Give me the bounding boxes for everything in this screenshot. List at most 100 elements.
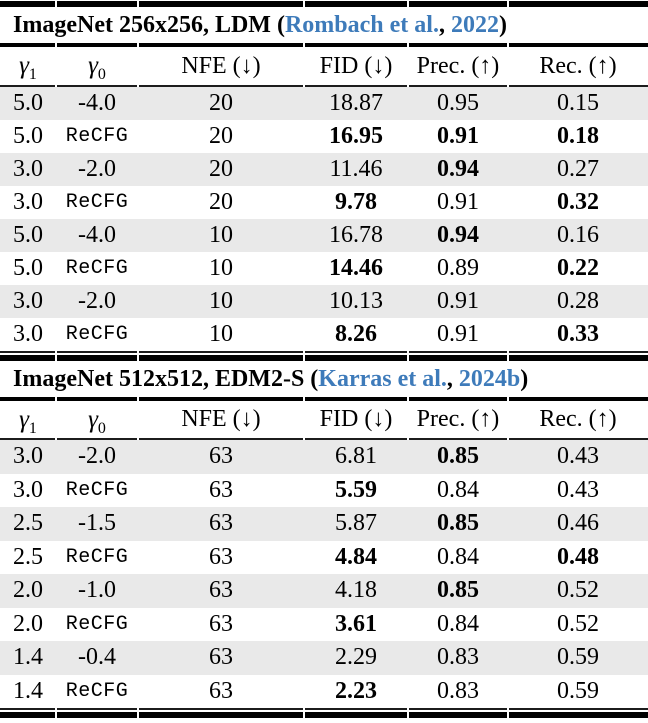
gamma0-cell: -4.0 xyxy=(78,90,116,116)
gamma0-cell: -1.0 xyxy=(78,577,116,604)
gamma1-cell: 5.0 xyxy=(13,123,43,149)
prec-cell: 0.85 xyxy=(437,577,479,604)
title-text: ) xyxy=(498,11,507,38)
rec-cell: 0.43 xyxy=(557,476,599,503)
column-header-gamma1: γ1 xyxy=(0,52,56,82)
rec-cell: 0.32 xyxy=(557,189,599,215)
nfe-cell: 20 xyxy=(209,123,233,149)
rec-cell: 0.59 xyxy=(557,644,599,671)
rec-cell: 0.43 xyxy=(557,443,599,470)
prec-cell: 0.84 xyxy=(437,610,479,637)
gamma-subscript: 1 xyxy=(28,419,37,437)
gamma-symbol: γ xyxy=(88,52,98,79)
rule-gap xyxy=(0,353,648,355)
fid-cell: 9.78 xyxy=(335,189,377,215)
gamma1-cell: 3.0 xyxy=(13,288,43,314)
gamma1-cell: 2.0 xyxy=(13,577,43,604)
gamma1-cell: 3.0 xyxy=(13,189,43,215)
top-rule xyxy=(0,1,648,7)
fid-cell: 4.18 xyxy=(335,577,377,604)
table-row: 3.0 -2.0 20 11.46 0.94 0.27 xyxy=(0,153,648,186)
prec-cell: 0.91 xyxy=(437,189,479,215)
table-body: 3.0 -2.0 63 6.81 0.85 0.43 3.0 ReCFG 63 … xyxy=(0,440,648,708)
prec-cell: 0.84 xyxy=(437,476,479,503)
column-header-row: γ1 γ0 NFE (↓) FID (↓) Prec. (↑) Rec. (↑) xyxy=(0,401,648,438)
table-row: 5.0 -4.0 20 18.87 0.95 0.15 xyxy=(0,87,648,120)
table-row: 1.4 -0.4 63 2.29 0.83 0.59 xyxy=(0,641,648,675)
rec-cell: 0.15 xyxy=(557,90,599,116)
title-text: ) xyxy=(520,365,529,392)
column-header-fid: FID (↓) xyxy=(319,52,393,79)
title-rule xyxy=(0,43,648,47)
rec-cell: 0.16 xyxy=(557,222,599,248)
fid-cell: 18.87 xyxy=(329,90,383,116)
citation-author-link[interactable]: Rombach et al. xyxy=(284,11,439,38)
table-bottom-rule xyxy=(0,708,648,710)
nfe-cell: 63 xyxy=(209,543,233,570)
gamma-subscript: 0 xyxy=(97,419,106,437)
citation-year-link[interactable]: 2024b xyxy=(458,365,521,392)
nfe-cell: 63 xyxy=(209,443,233,470)
header-rule xyxy=(0,438,648,440)
gamma0-cell: -2.0 xyxy=(78,443,116,470)
nfe-cell: 63 xyxy=(209,577,233,604)
nfe-cell: 63 xyxy=(209,644,233,671)
gamma-symbol: γ xyxy=(19,405,29,433)
title-rule xyxy=(0,397,648,401)
column-header-gamma0: γ0 xyxy=(56,405,138,437)
prec-cell: 0.91 xyxy=(437,288,479,314)
gamma-symbol: γ xyxy=(88,405,98,433)
gamma0-cell: ReCFG xyxy=(65,478,129,502)
gamma0-cell: ReCFG xyxy=(65,323,129,346)
citation-year-link[interactable]: 2022 xyxy=(450,11,499,38)
rec-cell: 0.52 xyxy=(557,577,599,604)
table-row: 2.0 ReCFG 63 3.61 0.84 0.52 xyxy=(0,608,648,642)
gamma1-cell: 1.4 xyxy=(13,677,43,704)
gamma1-cell: 1.4 xyxy=(13,644,43,671)
results-table-edm2s: ImageNet 512x512, EDM2-S (Karras et al.,… xyxy=(0,361,648,708)
gamma0-cell: ReCFG xyxy=(65,257,129,280)
fid-cell: 3.61 xyxy=(335,610,377,637)
citation-author-link[interactable]: Karras et al. xyxy=(318,365,447,392)
column-header-gamma1: γ1 xyxy=(0,405,56,437)
rec-cell: 0.48 xyxy=(557,543,599,570)
column-header-nfe: NFE (↓) xyxy=(181,52,261,79)
results-table-ldm: ImageNet 256x256, LDM (Rombach et al., 2… xyxy=(0,7,648,351)
prec-cell: 0.95 xyxy=(437,90,479,116)
gamma0-cell: -2.0 xyxy=(78,156,116,182)
gamma0-cell: ReCFG xyxy=(65,679,129,703)
rec-cell: 0.22 xyxy=(557,255,599,281)
rec-cell: 0.46 xyxy=(557,510,599,537)
gamma1-cell: 2.5 xyxy=(13,510,43,537)
column-header-prec: Prec. (↑) xyxy=(416,52,500,79)
column-header-rec: Rec. (↑) xyxy=(539,52,617,79)
nfe-cell: 20 xyxy=(209,90,233,116)
table-separator-rule xyxy=(0,355,648,361)
gamma-subscript: 0 xyxy=(97,65,106,83)
table-row: 5.0 -4.0 10 16.78 0.94 0.16 xyxy=(0,219,648,252)
fid-cell: 16.95 xyxy=(329,123,383,149)
column-header-prec: Prec. (↑) xyxy=(416,406,500,432)
nfe-cell: 10 xyxy=(209,255,233,281)
title-text: ImageNet 256x256, LDM ( xyxy=(13,11,285,38)
fid-cell: 14.46 xyxy=(329,255,383,281)
table-row: 2.5 ReCFG 63 4.84 0.84 0.48 xyxy=(0,541,648,575)
nfe-cell: 20 xyxy=(209,189,233,215)
column-header-rec: Rec. (↑) xyxy=(539,406,617,432)
table-body: 5.0 -4.0 20 18.87 0.95 0.15 5.0 ReCFG 20… xyxy=(0,87,648,351)
table-bottom-rule xyxy=(0,351,648,353)
rule-gap xyxy=(0,710,648,712)
fid-cell: 5.59 xyxy=(335,476,377,503)
table-row: 1.4 ReCFG 63 2.23 0.83 0.59 xyxy=(0,675,648,709)
gamma1-cell: 5.0 xyxy=(13,90,43,116)
fid-cell: 2.23 xyxy=(335,677,377,704)
rec-cell: 0.27 xyxy=(557,156,599,182)
prec-cell: 0.83 xyxy=(437,677,479,704)
fid-cell: 6.81 xyxy=(335,443,377,470)
nfe-cell: 20 xyxy=(209,156,233,182)
fid-cell: 11.46 xyxy=(329,156,383,182)
column-header-nfe: NFE (↓) xyxy=(181,406,261,432)
table-row: 3.0 -2.0 10 10.13 0.91 0.28 xyxy=(0,285,648,318)
prec-cell: 0.91 xyxy=(437,123,479,149)
